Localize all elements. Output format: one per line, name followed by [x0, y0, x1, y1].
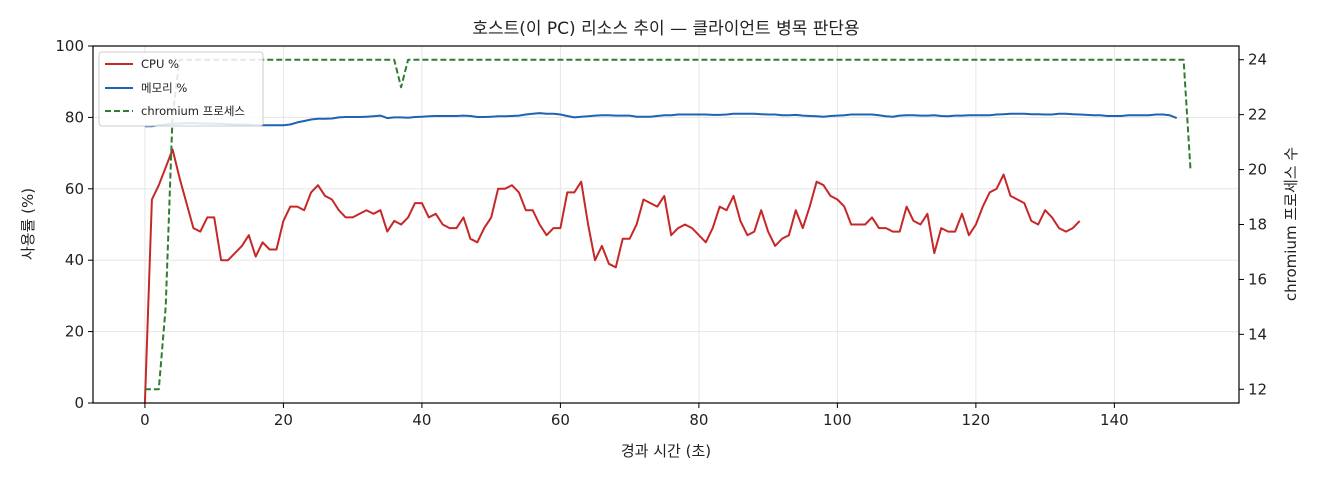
y-axis-right: 12 14 16 18 20 22 24 — [1239, 51, 1267, 398]
x-tick-label: 20 — [274, 411, 293, 429]
x-tick-label: 60 — [551, 411, 570, 429]
cpu-series-line — [143, 148, 1081, 404]
x-tick-label: 80 — [689, 411, 708, 429]
y2-tick-label: 24 — [1248, 51, 1267, 69]
legend-label-memory: 메모리 % — [141, 81, 187, 95]
legend: CPU % 메모리 % chromium 프로세스 — [98, 51, 264, 127]
y-tick-label: 80 — [65, 108, 84, 126]
x-tick-label: 0 — [140, 411, 150, 429]
y2-tick-label: 14 — [1248, 325, 1267, 343]
chart-title: 호스트(이 PC) 리소스 추이 — 클라이언트 병목 판단용 — [472, 19, 859, 39]
memory-series-line — [144, 112, 1178, 128]
y-tick-label: 20 — [65, 323, 84, 341]
x-tick-label: 140 — [1100, 411, 1129, 429]
y-tick-label: 0 — [74, 394, 84, 412]
series-layer — [143, 58, 1192, 404]
y2-tick-label: 18 — [1248, 216, 1267, 234]
y2-tick-label: 20 — [1248, 161, 1267, 179]
legend-label-cpu: CPU % — [141, 57, 179, 71]
gridlines — [93, 45, 1239, 404]
y-tick-label: 40 — [65, 251, 84, 269]
x-axis-label: 경과 시간 (초) — [621, 442, 711, 460]
y2-tick-label: 16 — [1248, 270, 1267, 288]
y-axis-label: 사용률 (%) — [19, 188, 37, 260]
y2-tick-label: 12 — [1248, 380, 1267, 398]
y2-tick-label: 22 — [1248, 106, 1267, 124]
plot-frame — [92, 45, 1240, 404]
x-tick-label: 100 — [823, 411, 852, 429]
legend-label-chromium: chromium 프로세스 — [141, 104, 245, 118]
x-tick-label: 40 — [412, 411, 431, 429]
legend-box — [98, 51, 264, 127]
x-tick-label: 120 — [962, 411, 991, 429]
y2-axis-label: chromium 프로세스 수 — [1282, 147, 1300, 301]
x-axis: 0 20 40 60 80 100 120 140 — [140, 403, 1129, 429]
y-tick-label: 60 — [65, 180, 84, 198]
y-tick-label: 100 — [55, 37, 84, 55]
chromium-process-series-line — [144, 58, 1192, 391]
y-axis-left: 0 20 40 60 80 100 — [55, 37, 93, 412]
